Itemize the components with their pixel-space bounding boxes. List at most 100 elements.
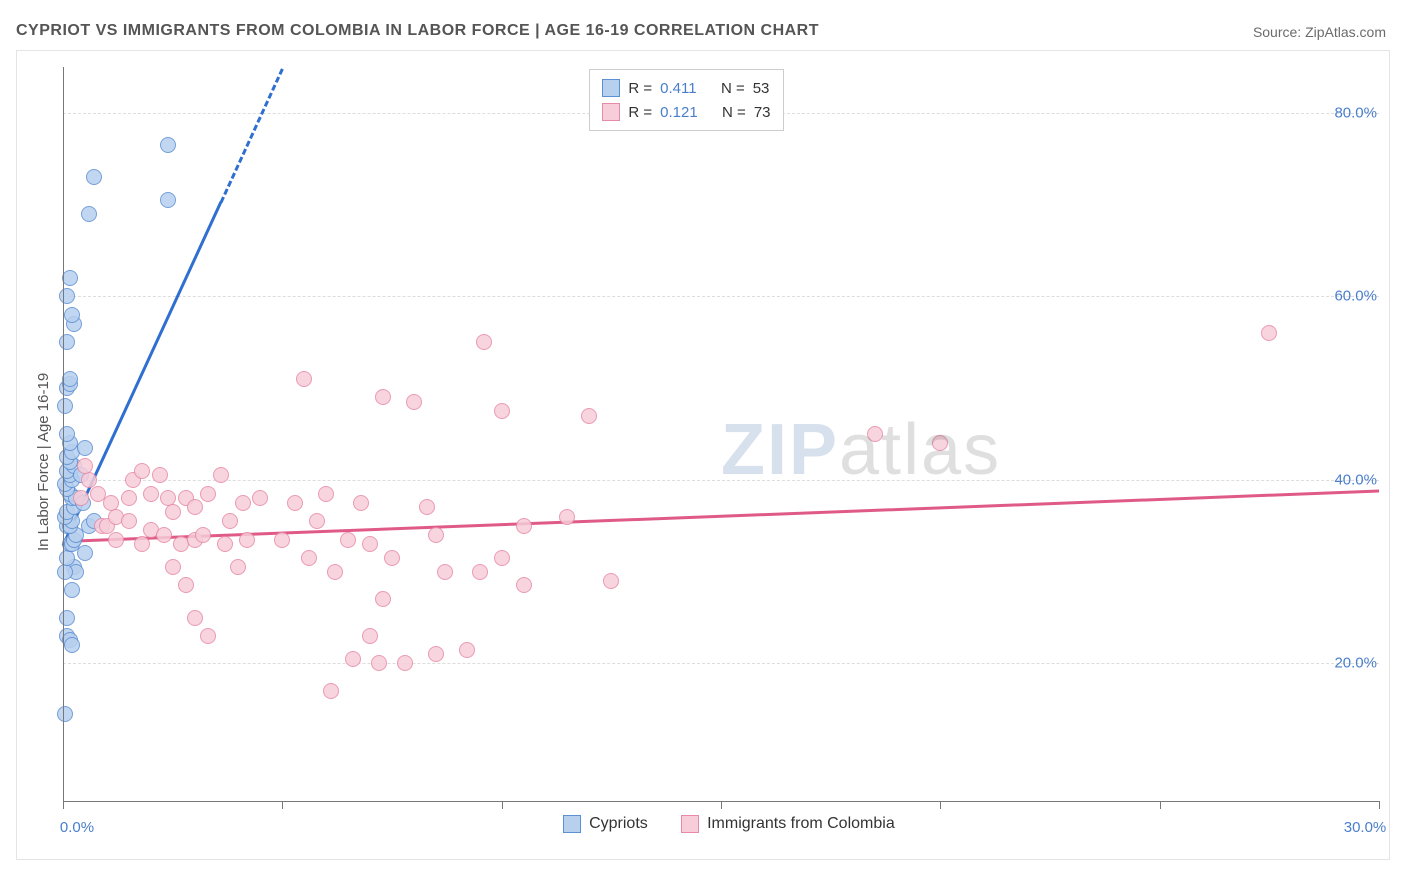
source-value: ZipAtlas.com — [1305, 24, 1386, 40]
y-tick-label: 20.0% — [1334, 655, 1377, 672]
scatter-point — [867, 426, 883, 442]
scatter-point — [252, 490, 268, 506]
x-tick-mark — [721, 801, 722, 809]
legend-series-item: Immigrants from Colombia — [681, 815, 895, 833]
scatter-point — [353, 495, 369, 511]
scatter-point — [301, 550, 317, 566]
scatter-point — [64, 582, 80, 598]
scatter-point — [437, 564, 453, 580]
scatter-point — [59, 550, 75, 566]
y-axis-line — [63, 67, 64, 801]
scatter-point — [932, 435, 948, 451]
scatter-point — [108, 532, 124, 548]
chart-title: CYPRIOT VS IMMIGRANTS FROM COLOMBIA IN L… — [16, 22, 819, 40]
legend-n-label: N = — [721, 80, 745, 97]
scatter-point — [516, 577, 532, 593]
y-tick-label: 40.0% — [1334, 471, 1377, 488]
scatter-point — [287, 495, 303, 511]
scatter-point — [121, 490, 137, 506]
scatter-point — [160, 137, 176, 153]
scatter-point — [59, 288, 75, 304]
scatter-point — [428, 527, 444, 543]
trend-line — [220, 68, 284, 203]
scatter-point — [59, 426, 75, 442]
scatter-point — [59, 610, 75, 626]
scatter-point — [195, 527, 211, 543]
scatter-point — [222, 513, 238, 529]
legend-swatch — [563, 815, 581, 833]
scatter-point — [134, 463, 150, 479]
chart-container: In Labor Force | Age 16-19 R =0.411 N =5… — [16, 50, 1390, 860]
scatter-point — [156, 527, 172, 543]
scatter-point — [472, 564, 488, 580]
scatter-point — [73, 490, 89, 506]
legend-r-label: R = — [628, 80, 652, 97]
scatter-point — [86, 169, 102, 185]
scatter-point — [362, 628, 378, 644]
legend-swatch — [602, 79, 620, 97]
legend-r-label: R = — [628, 104, 652, 121]
scatter-point — [296, 371, 312, 387]
scatter-point — [318, 486, 334, 502]
scatter-point — [375, 389, 391, 405]
gridline — [63, 480, 1379, 481]
scatter-point — [375, 591, 391, 607]
scatter-point — [187, 499, 203, 515]
gridline — [63, 663, 1379, 664]
scatter-point — [345, 651, 361, 667]
scatter-point — [217, 536, 233, 552]
legend-r-value: 0.121 — [660, 104, 698, 121]
scatter-point — [57, 398, 73, 414]
scatter-point — [230, 559, 246, 575]
scatter-point — [134, 536, 150, 552]
legend-correlation-row: R = 0.411 N = 53 — [602, 76, 770, 100]
scatter-point — [419, 499, 435, 515]
source-attribution: Source: ZipAtlas.com — [1253, 24, 1386, 40]
scatter-point — [309, 513, 325, 529]
legend-n-value: 73 — [754, 104, 771, 121]
scatter-point — [406, 394, 422, 410]
scatter-point — [1261, 325, 1277, 341]
scatter-point — [239, 532, 255, 548]
scatter-point — [187, 610, 203, 626]
scatter-point — [64, 307, 80, 323]
legend-series-item: Cypriots — [563, 815, 648, 833]
x-max-label: 30.0% — [1344, 819, 1387, 836]
x-tick-mark — [940, 801, 941, 809]
scatter-point — [327, 564, 343, 580]
scatter-point — [371, 655, 387, 671]
legend-correlation-row: R = 0.121 N = 73 — [602, 100, 770, 124]
scatter-point — [384, 550, 400, 566]
legend-r-value: 0.411 — [660, 80, 696, 97]
scatter-point — [152, 467, 168, 483]
scatter-point — [428, 646, 444, 662]
x-tick-mark — [1379, 801, 1380, 809]
scatter-point — [77, 440, 93, 456]
scatter-point — [323, 683, 339, 699]
x-tick-mark — [1160, 801, 1161, 809]
legend-n-value: 53 — [753, 80, 770, 97]
scatter-point — [459, 642, 475, 658]
scatter-point — [603, 573, 619, 589]
scatter-point — [165, 504, 181, 520]
page-root: CYPRIOT VS IMMIGRANTS FROM COLOMBIA IN L… — [0, 0, 1406, 892]
y-tick-label: 80.0% — [1334, 104, 1377, 121]
scatter-point — [559, 509, 575, 525]
scatter-point — [516, 518, 532, 534]
scatter-point — [59, 334, 75, 350]
scatter-point — [57, 706, 73, 722]
plot-area — [63, 67, 1379, 801]
x-tick-mark — [282, 801, 283, 809]
scatter-point — [200, 628, 216, 644]
scatter-point — [397, 655, 413, 671]
scatter-point — [57, 564, 73, 580]
legend-correlation-box: R = 0.411 N = 53 R = 0.121 N = 73 — [589, 69, 783, 131]
scatter-point — [235, 495, 251, 511]
scatter-point — [274, 532, 290, 548]
legend-series-label: Cypriots — [589, 815, 648, 833]
scatter-point — [476, 334, 492, 350]
scatter-point — [213, 467, 229, 483]
scatter-point — [77, 458, 93, 474]
legend-n-label: N = — [722, 104, 746, 121]
legend-series-label: Immigrants from Colombia — [707, 815, 895, 833]
